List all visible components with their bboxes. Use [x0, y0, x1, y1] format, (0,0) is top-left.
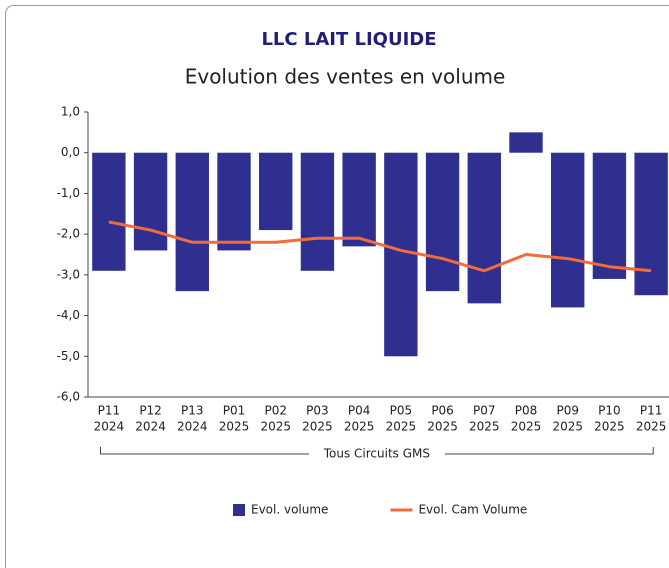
x-tick-label: P03 [306, 404, 329, 418]
y-tick-label: -2,0 [57, 227, 80, 241]
x-tick-label: 2024 [135, 420, 166, 434]
x-tick-label: 2025 [260, 420, 291, 434]
x-tick-label: P07 [473, 404, 496, 418]
bar [300, 152, 335, 271]
bar [634, 152, 668, 296]
x-tick-label: 2025 [427, 420, 458, 434]
y-tick-label: 1,0 [61, 105, 80, 119]
x-tick-label: 2025 [302, 420, 333, 434]
bar [342, 152, 376, 247]
line [108, 220, 652, 273]
x-tick-label: 2025 [594, 420, 625, 434]
x-tick-label: P11 [640, 404, 663, 418]
x-tick-label: 2025 [552, 420, 583, 434]
group-label-bg [308, 446, 445, 462]
bar [592, 152, 627, 279]
bar [92, 152, 126, 271]
bar [133, 152, 168, 251]
bar [551, 152, 585, 308]
x-tick-label: P09 [556, 404, 579, 418]
y-tick-label: -3,0 [57, 267, 80, 281]
bar [509, 132, 543, 153]
y-tick-label: -4,0 [57, 308, 80, 322]
x-tick-label: P12 [139, 404, 162, 418]
bar [425, 152, 460, 292]
x-tick-label: P13 [181, 404, 204, 418]
x-tick-label: 2024 [177, 420, 208, 434]
x-tick-label: 2025 [469, 420, 500, 434]
group-label: Tous Circuits GMS [323, 447, 430, 461]
x-tick-label: P08 [515, 404, 538, 418]
bar [467, 152, 501, 304]
y-tick-label: 0,0 [61, 145, 80, 159]
chart-title: LLC LAIT LIQUIDE [261, 29, 436, 50]
x-tick-label: P10 [598, 404, 621, 418]
y-tick-label: -5,0 [57, 349, 80, 363]
bar [259, 152, 293, 231]
x-tick-label: P06 [431, 404, 454, 418]
x-tick-label: P04 [348, 404, 371, 418]
x-tick-label: P01 [223, 404, 246, 418]
y-tick-label: -6,0 [57, 390, 80, 404]
x-tick-label: 2024 [94, 420, 125, 434]
x-tick-label: P02 [264, 404, 287, 418]
bar [384, 152, 418, 357]
x-tick-label: 2025 [219, 420, 250, 434]
bar [217, 152, 251, 251]
legend-label: Evol. volume [251, 503, 328, 517]
bar [175, 152, 209, 292]
chart-subtitle: Evolution des ventes en volume [185, 65, 506, 89]
legend-swatch [233, 504, 245, 516]
x-tick-label: 2025 [511, 420, 542, 434]
x-tick-label: 2025 [344, 420, 375, 434]
y-tick-label: -1,0 [57, 186, 80, 200]
x-tick-label: 2025 [636, 420, 667, 434]
legend-label: Evol. Cam Volume [418, 503, 527, 517]
x-tick-label: P05 [390, 404, 413, 418]
panel-border [5, 5, 669, 568]
x-tick-label: 2025 [386, 420, 417, 434]
x-tick-label: P11 [98, 404, 121, 418]
